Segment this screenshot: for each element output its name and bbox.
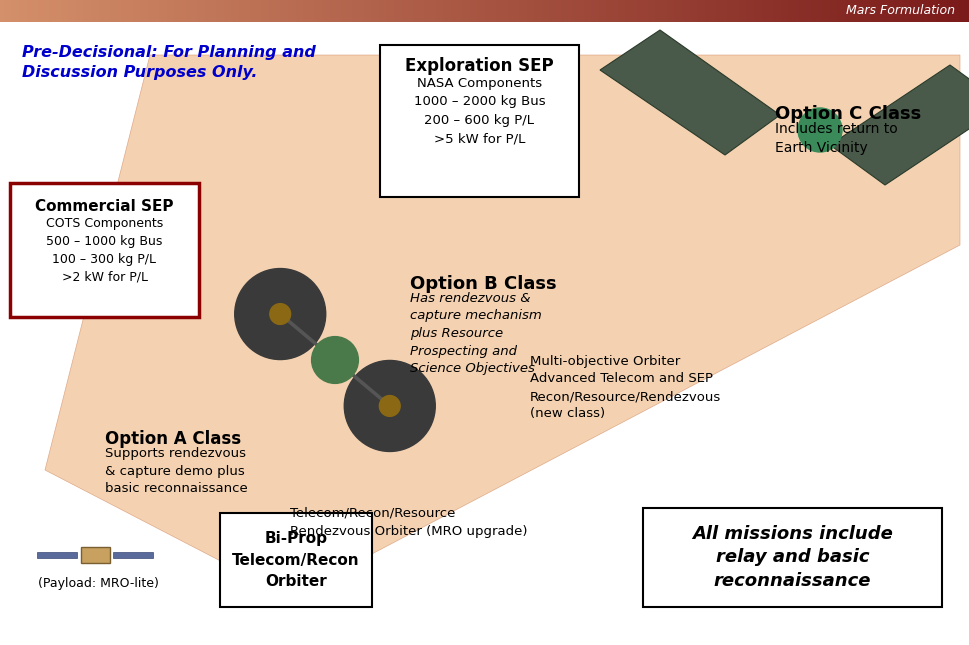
Circle shape [797, 108, 841, 152]
Text: (Payload: MRO-lite): (Payload: MRO-lite) [38, 577, 158, 590]
Text: NASA Components
1000 – 2000 kg Bus
200 – 600 kg P/L
>5 kW for P/L: NASA Components 1000 – 2000 kg Bus 200 –… [413, 77, 545, 146]
Text: Commercial SEP: Commercial SEP [35, 199, 173, 214]
Circle shape [379, 395, 400, 417]
Text: Bi-Prop
Telecom/Recon
Orbiter: Bi-Prop Telecom/Recon Orbiter [232, 531, 359, 588]
FancyBboxPatch shape [220, 513, 372, 607]
Text: Option B Class: Option B Class [410, 275, 556, 293]
Text: Option A Class: Option A Class [105, 430, 241, 448]
FancyBboxPatch shape [80, 547, 109, 563]
FancyBboxPatch shape [112, 552, 153, 558]
Circle shape [344, 361, 435, 451]
Polygon shape [600, 30, 779, 155]
FancyBboxPatch shape [10, 183, 199, 317]
FancyBboxPatch shape [380, 45, 578, 197]
Text: Supports rendezvous
& capture demo plus
basic reconnaissance: Supports rendezvous & capture demo plus … [105, 447, 247, 495]
Text: Multi-objective Orbiter
Advanced Telecom and SEP
Recon/Resource/Rendezvous
(new : Multi-objective Orbiter Advanced Telecom… [529, 355, 721, 421]
Polygon shape [45, 55, 959, 597]
Text: Exploration SEP: Exploration SEP [405, 57, 553, 75]
Text: Telecom/Recon/Resource
Rendezvous Orbiter (MRO upgrade): Telecom/Recon/Resource Rendezvous Orbite… [290, 507, 527, 538]
Text: Option C Class: Option C Class [774, 105, 921, 123]
Circle shape [269, 304, 291, 324]
Text: All missions include
relay and basic
reconnaissance: All missions include relay and basic rec… [691, 525, 892, 590]
Text: Pre-Decisional: For Planning and
Discussion Purposes Only.: Pre-Decisional: For Planning and Discuss… [22, 45, 316, 80]
FancyBboxPatch shape [37, 552, 77, 558]
Circle shape [311, 337, 358, 383]
Text: Includes return to
Earth Vicinity: Includes return to Earth Vicinity [774, 122, 897, 155]
Circle shape [234, 268, 326, 359]
Text: Has rendezvous &
capture mechanism
plus Resource
Prospecting and
Science Objecti: Has rendezvous & capture mechanism plus … [410, 292, 542, 375]
Text: Mars Formulation: Mars Formulation [845, 5, 954, 17]
FancyBboxPatch shape [642, 508, 941, 607]
Polygon shape [829, 65, 969, 185]
Text: COTS Components
500 – 1000 kg Bus
100 – 300 kg P/L
>2 kW for P/L: COTS Components 500 – 1000 kg Bus 100 – … [46, 217, 163, 284]
